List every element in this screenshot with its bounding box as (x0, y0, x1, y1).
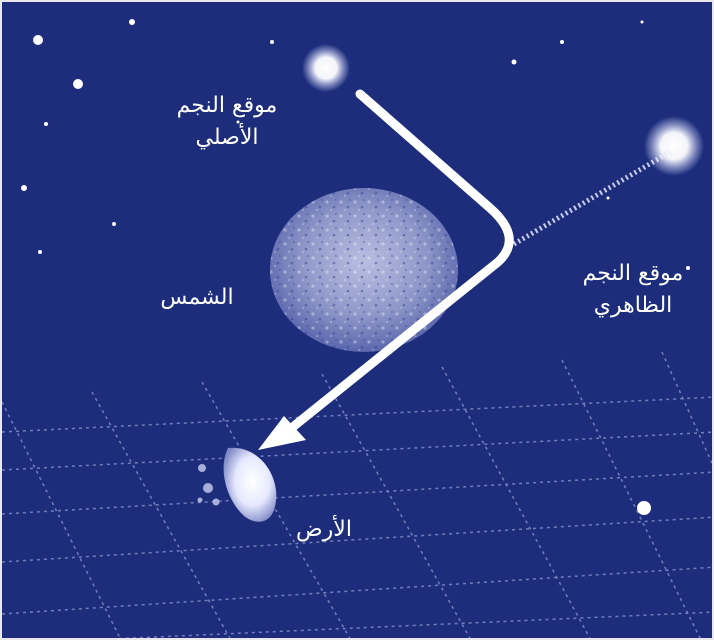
star (38, 250, 42, 254)
sun-label-text: الشمس (160, 285, 234, 310)
star (33, 35, 43, 45)
grid-line (2, 401, 121, 638)
star (606, 196, 610, 200)
sun-texture (270, 188, 458, 352)
star (21, 185, 27, 191)
grid-line (441, 366, 591, 638)
perspective-grid (2, 351, 712, 638)
grid-line (2, 516, 712, 563)
star (44, 122, 48, 126)
star (511, 59, 517, 65)
grid-line (2, 471, 712, 515)
grid-line (201, 381, 351, 638)
apparent-position-line2: الظاهري (593, 293, 673, 318)
line-of-sight (512, 149, 672, 247)
earth-crescent (223, 447, 277, 522)
star (270, 40, 274, 44)
original-position-line2: الأصلي (195, 125, 259, 150)
earth-label-text: الأرض (296, 517, 352, 542)
light-path-arrowhead (258, 416, 306, 450)
earth-speck (197, 497, 203, 503)
light-path (289, 89, 514, 431)
original-position-line1: موقع النجم (176, 93, 278, 118)
star (73, 79, 83, 89)
apparent-position-label: موقع النجم الظاهري (558, 258, 708, 322)
star (129, 19, 135, 25)
grid-line (2, 566, 712, 615)
earth-speck (198, 464, 206, 472)
grid-line (321, 373, 471, 638)
earth-label: الأرض (274, 514, 374, 546)
earth-speck (203, 483, 213, 493)
star (236, 120, 240, 124)
apparent-position-line1: موقع النجم (582, 261, 684, 286)
star (637, 501, 651, 515)
grid-line (114, 611, 712, 638)
star (560, 40, 564, 44)
star (112, 222, 116, 226)
earth-speck (212, 498, 220, 506)
grid-line (91, 391, 231, 638)
apparent-star (644, 116, 704, 176)
grid-line (661, 351, 712, 465)
grid-line (2, 431, 712, 471)
earth (197, 447, 277, 522)
grid-line (561, 359, 701, 638)
background-stars (21, 19, 690, 515)
sun-label: الشمس (142, 282, 252, 314)
sun (270, 188, 458, 352)
grid-line (2, 396, 712, 433)
star (686, 266, 690, 270)
original-star (302, 44, 350, 92)
star (640, 20, 644, 24)
original-position-label: موقع النجم الأصلي (142, 90, 312, 154)
